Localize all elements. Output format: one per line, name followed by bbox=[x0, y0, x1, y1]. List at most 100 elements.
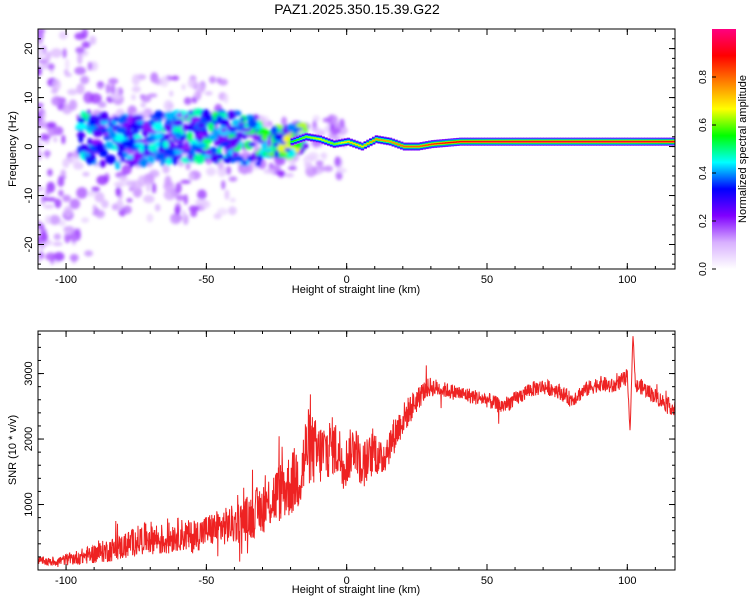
ridge-segment bbox=[632, 140, 637, 143]
heatmap-cell bbox=[87, 137, 92, 146]
heatmap-cell bbox=[47, 168, 53, 177]
heatmap-cell bbox=[50, 48, 63, 58]
heatmap-cell bbox=[278, 152, 287, 158]
ridge-segment bbox=[296, 138, 300, 141]
heatmap-cell bbox=[96, 175, 109, 186]
ridge-segment bbox=[548, 140, 553, 143]
heatmap-cell bbox=[124, 159, 135, 164]
ridge-segment bbox=[484, 140, 488, 143]
ridge-segment bbox=[489, 140, 494, 143]
heatmap-cell bbox=[87, 61, 93, 71]
ridge-segment bbox=[433, 143, 438, 145]
heatmap-cell bbox=[188, 173, 195, 181]
colorbar-tick-label: 0.6 bbox=[698, 118, 709, 132]
heatmap-cell bbox=[190, 209, 198, 218]
heatmap-cell bbox=[142, 121, 150, 132]
heatmap-cell bbox=[116, 199, 124, 211]
heatmap-cell bbox=[335, 170, 343, 181]
heatmap-cell bbox=[204, 91, 213, 96]
heatmap-cell bbox=[43, 204, 55, 209]
heatmap-cell bbox=[105, 83, 111, 94]
heatmap-cell bbox=[81, 41, 91, 49]
heatmap-cell bbox=[315, 160, 324, 167]
heatmap-cell bbox=[69, 253, 79, 262]
ridge-segment bbox=[481, 140, 485, 143]
heatmap-cell bbox=[85, 125, 96, 132]
ridge-segment bbox=[374, 138, 379, 140]
heatmap-cell bbox=[115, 160, 121, 171]
ridge-segment bbox=[439, 142, 443, 145]
heatmap-cell bbox=[127, 114, 133, 125]
ridge-segment bbox=[478, 140, 482, 143]
heatmap-cell bbox=[53, 137, 58, 143]
ridge-segment bbox=[557, 140, 561, 143]
heatmap-cell bbox=[89, 35, 97, 45]
ridge-segment bbox=[663, 140, 668, 143]
y-tick-label: 0 bbox=[23, 143, 35, 149]
ridge-segment bbox=[313, 137, 317, 139]
heatmap-cell bbox=[219, 118, 229, 128]
ridge-segment bbox=[501, 140, 505, 143]
heatmap-cell bbox=[209, 146, 218, 154]
ridge-segment bbox=[576, 140, 581, 143]
heatmap-cell bbox=[190, 116, 201, 123]
heatmap-cell bbox=[247, 118, 258, 129]
ridge-segment bbox=[621, 140, 626, 143]
heatmap-cell bbox=[193, 90, 202, 100]
heatmap-cell bbox=[295, 122, 308, 128]
ridge-segment bbox=[624, 140, 628, 143]
ridge-segment bbox=[430, 143, 435, 145]
heatmap-cell bbox=[334, 156, 341, 167]
heatmap-cell bbox=[81, 29, 89, 39]
heatmap-cell bbox=[172, 156, 179, 166]
ridge-segment bbox=[470, 140, 474, 143]
heatmap-cell bbox=[108, 77, 119, 85]
ridge-segment bbox=[383, 139, 387, 142]
heatmap-cell bbox=[184, 113, 189, 119]
ridge-segment bbox=[509, 140, 513, 143]
heatmap-cell bbox=[91, 186, 100, 193]
heatmap-cell bbox=[188, 205, 200, 212]
ridge-segment bbox=[324, 140, 328, 142]
heatmap-cell bbox=[228, 206, 237, 216]
heatmap-cell bbox=[234, 132, 245, 139]
heatmap-cell bbox=[61, 134, 66, 145]
y-tick-label: -10 bbox=[23, 188, 35, 204]
x-tick-label: -100 bbox=[55, 274, 77, 286]
heatmap-cell bbox=[51, 96, 63, 107]
heatmap-cell bbox=[174, 205, 181, 216]
ridge-segment bbox=[644, 140, 648, 143]
heatmap-cell bbox=[167, 103, 174, 109]
heatmap-cell bbox=[40, 231, 49, 243]
heatmap-cell bbox=[95, 209, 106, 219]
heatmap-cell bbox=[162, 164, 170, 174]
ridge-segment bbox=[338, 142, 342, 144]
heatmap-cell bbox=[88, 114, 100, 120]
heatmap-cell bbox=[284, 172, 294, 178]
ridge-segment bbox=[318, 138, 323, 140]
heatmap-cell bbox=[223, 93, 229, 104]
snr-frame bbox=[37, 330, 676, 571]
ridge-segment bbox=[416, 145, 421, 148]
heatmap-cell bbox=[233, 155, 244, 163]
ridge-segment bbox=[658, 140, 662, 143]
heatmap-cell bbox=[170, 213, 182, 225]
ridge-segment bbox=[638, 140, 642, 143]
heatmap-cell bbox=[153, 110, 164, 120]
heatmap-cell bbox=[208, 75, 217, 84]
heatmap-cell bbox=[221, 180, 226, 190]
heatmap-cell bbox=[131, 86, 141, 93]
heatmap-cell bbox=[74, 66, 86, 75]
ridge-segment bbox=[649, 140, 654, 143]
spectrogram-y-label: Frequency (Hz) bbox=[7, 111, 19, 187]
heatmap-cell bbox=[154, 133, 163, 140]
heatmap-cell bbox=[275, 170, 286, 176]
heatmap-cell bbox=[38, 102, 44, 108]
ridge-segment bbox=[568, 140, 572, 143]
heatmap-cell bbox=[175, 194, 186, 202]
heatmap-cell bbox=[254, 161, 262, 167]
heatmap-cell bbox=[251, 152, 257, 162]
ridge-segment bbox=[495, 140, 499, 143]
ridge-segment bbox=[329, 142, 334, 144]
